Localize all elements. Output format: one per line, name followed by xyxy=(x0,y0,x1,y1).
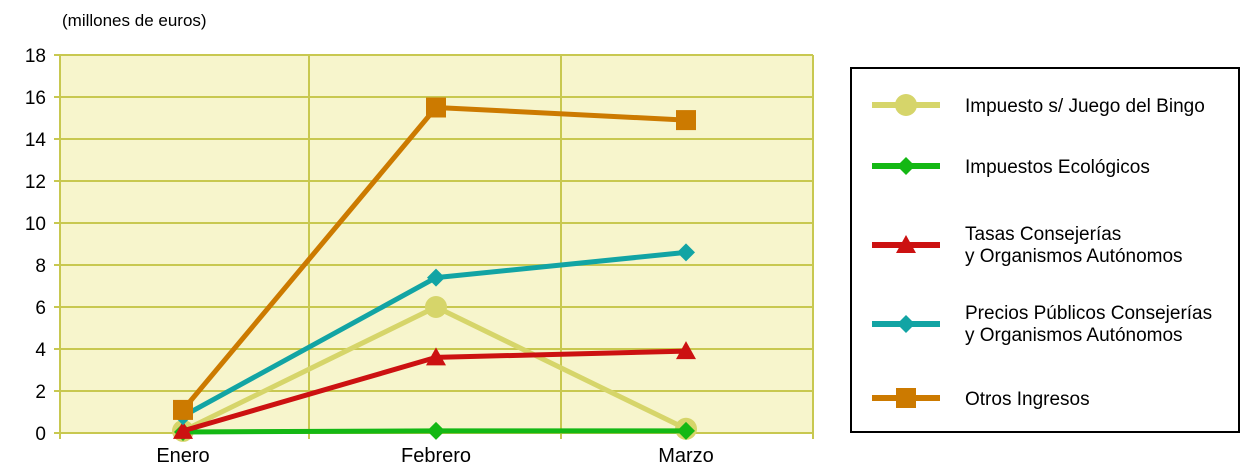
legend-swatch-marker xyxy=(896,235,916,253)
legend-item: Impuesto s/ Juego del Bingo xyxy=(872,94,1205,117)
legend-swatch-marker xyxy=(896,388,916,408)
y-tick-label: 18 xyxy=(25,46,46,67)
data-point xyxy=(677,421,695,440)
y-tick-label: 6 xyxy=(35,298,46,319)
data-point xyxy=(676,341,696,360)
data-point xyxy=(677,243,695,262)
data-point xyxy=(426,347,446,366)
y-tick-label: 0 xyxy=(35,424,46,445)
data-point xyxy=(426,97,446,118)
y-tick-label: 16 xyxy=(25,88,46,109)
legend-swatch-marker xyxy=(897,157,915,175)
y-tick-label: 2 xyxy=(35,382,46,403)
legend-swatch-marker xyxy=(895,94,917,116)
data-point xyxy=(676,110,696,131)
series-2 xyxy=(173,341,696,439)
legend-item: Tasas Consejerías y Organismos Autónomos xyxy=(872,224,1183,267)
legend-item: Precios Públicos Consejerías y Organismos… xyxy=(872,303,1212,346)
data-point xyxy=(427,421,445,440)
legend-label: Impuestos Ecológicos xyxy=(965,157,1150,178)
data-point xyxy=(427,268,445,287)
legend-box xyxy=(850,67,1240,433)
series-4 xyxy=(173,97,696,420)
data-point xyxy=(173,420,193,439)
y-tick-label: 8 xyxy=(35,256,46,277)
x-tick-label: Enero xyxy=(156,445,209,465)
plot-area: 0 2 4 6 8 10 12 14 16 18 Enero Febrero Marzo xyxy=(25,46,814,465)
legend-label: Otros Ingresos xyxy=(965,389,1090,410)
legend-label: Impuesto s/ Juego del Bingo xyxy=(965,96,1205,117)
data-point xyxy=(425,296,447,318)
y-tick-label: 10 xyxy=(25,214,46,235)
legend-swatch-marker xyxy=(897,315,915,333)
y-axis-unit-label: (millones de euros) xyxy=(62,11,207,30)
y-tick-label: 4 xyxy=(35,340,46,361)
legend-label: Precios Públicos Consejerías y Organismos… xyxy=(965,303,1212,346)
legend-item: Impuestos Ecológicos xyxy=(872,157,1150,178)
x-tick-label: Febrero xyxy=(401,445,471,465)
legend-item: Otros Ingresos xyxy=(872,388,1090,410)
y-tick-label: 14 xyxy=(25,130,47,151)
x-tick-label: Marzo xyxy=(658,445,714,465)
y-tick-label: 12 xyxy=(25,172,46,193)
legend-label: Tasas Consejerías y Organismos Autónomos xyxy=(965,224,1183,267)
legend: Impuesto s/ Juego del Bingo Impuestos Eco… xyxy=(850,67,1240,433)
data-point xyxy=(173,399,193,420)
